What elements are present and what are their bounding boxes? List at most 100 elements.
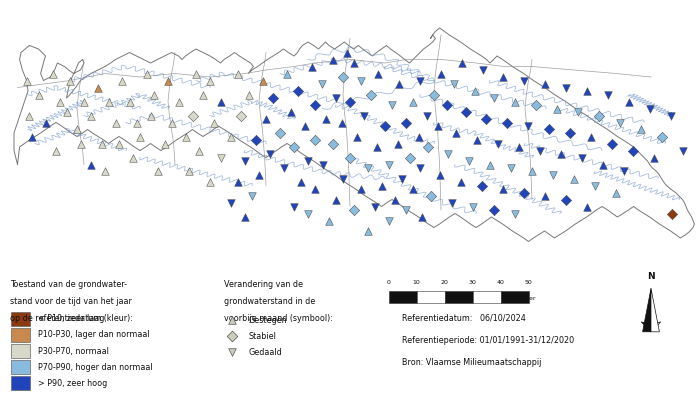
Point (327, 56, 338, 63)
Polygon shape (651, 288, 659, 332)
FancyBboxPatch shape (10, 360, 30, 374)
Point (50, 147, 62, 154)
Point (476, 182, 487, 189)
Point (657, 133, 668, 140)
Point (510, 210, 521, 217)
Point (543, 126, 554, 133)
Point (96, 140, 107, 147)
Point (463, 158, 475, 164)
Point (556, 151, 567, 157)
Point (477, 67, 489, 73)
Point (560, 84, 571, 91)
Point (260, 116, 272, 122)
Point (78, 98, 90, 105)
Point (330, 95, 342, 101)
Point (344, 98, 356, 105)
Point (54, 98, 65, 105)
Point (383, 217, 394, 224)
Point (306, 63, 317, 70)
FancyBboxPatch shape (473, 291, 500, 303)
Point (535, 147, 546, 154)
Text: Referentiedatum:   06/10/2024: Referentiedatum: 06/10/2024 (402, 313, 526, 322)
Point (362, 165, 373, 171)
Point (610, 189, 622, 196)
Point (665, 112, 676, 119)
Point (451, 130, 462, 136)
Point (215, 154, 226, 161)
Point (348, 60, 359, 66)
Text: 10: 10 (412, 280, 421, 285)
Point (127, 154, 139, 161)
Text: voorbije maand (symbool):: voorbije maand (symbool): (224, 314, 333, 324)
Point (187, 112, 198, 119)
Point (318, 161, 329, 168)
FancyBboxPatch shape (10, 328, 30, 342)
Point (644, 105, 655, 112)
Point (455, 179, 466, 185)
Point (24, 112, 35, 119)
Point (400, 119, 412, 126)
Point (677, 147, 688, 154)
Point (227, 333, 238, 339)
Point (615, 119, 626, 126)
Point (180, 133, 191, 140)
Text: 40: 40 (496, 280, 505, 285)
Point (547, 172, 559, 178)
Point (110, 119, 121, 126)
FancyBboxPatch shape (10, 376, 30, 390)
Point (47, 70, 58, 77)
Point (594, 112, 605, 119)
Point (292, 88, 303, 94)
Point (598, 161, 609, 168)
Point (585, 133, 596, 140)
Point (489, 95, 500, 101)
Point (355, 77, 366, 84)
Point (141, 70, 153, 77)
Point (400, 207, 412, 213)
Point (134, 133, 146, 140)
Point (365, 91, 377, 98)
Point (337, 175, 349, 182)
Point (448, 81, 459, 87)
Point (552, 105, 563, 112)
Point (489, 207, 500, 213)
Point (371, 144, 382, 150)
Point (103, 98, 114, 105)
Point (197, 91, 209, 98)
Point (26, 133, 37, 140)
Point (414, 77, 426, 84)
Text: N: N (648, 272, 654, 281)
Point (204, 77, 216, 84)
Text: > P90, zeer hoog: > P90, zeer hoog (38, 379, 108, 388)
Point (397, 175, 408, 182)
Point (162, 77, 174, 84)
Point (71, 126, 83, 133)
Point (253, 172, 265, 178)
Point (117, 77, 128, 84)
Point (526, 168, 538, 175)
Point (281, 70, 293, 77)
Point (442, 151, 454, 157)
Point (602, 91, 613, 98)
Point (264, 151, 275, 157)
Point (421, 112, 433, 119)
Point (497, 74, 508, 80)
Point (581, 203, 592, 210)
Text: Bron: Vlaamse Milieumaatschappij: Bron: Vlaamse Milieumaatschappij (402, 358, 542, 367)
Point (309, 186, 321, 192)
Polygon shape (651, 322, 661, 332)
Point (514, 144, 525, 150)
Point (351, 133, 363, 140)
Point (344, 154, 356, 161)
Point (355, 186, 366, 192)
Text: grondwaterstand in de: grondwaterstand in de (224, 297, 315, 306)
Point (92, 84, 104, 91)
Point (386, 102, 398, 108)
Point (246, 193, 258, 199)
Point (505, 165, 517, 171)
Text: P30-P70, normaal: P30-P70, normaal (38, 346, 109, 356)
Point (267, 95, 279, 101)
Point (539, 81, 550, 87)
Point (413, 133, 424, 140)
Text: op de referentiedatum (kleur):: op de referentiedatum (kleur): (10, 314, 134, 324)
